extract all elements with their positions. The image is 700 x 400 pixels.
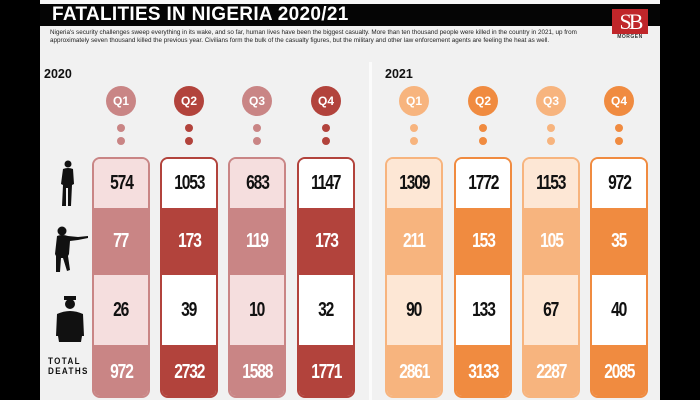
police-value: 133 [456, 275, 510, 345]
quarter-badge-2020-q3: Q3 [242, 86, 272, 116]
military-value: 119 [230, 208, 284, 275]
column-2021-q4: 972 35 40 2085 [590, 157, 648, 398]
year-label-2021: 2021 [385, 67, 413, 81]
soldier-icon [55, 226, 88, 272]
column-2020-q2: 1053 173 39 2732 [160, 157, 218, 398]
total-value: 2732 [162, 345, 216, 396]
year-label-2020: 2020 [44, 67, 72, 81]
total-label-line2: DEATHS [48, 366, 89, 377]
police-officer-icon [56, 296, 84, 342]
military-value: 105 [524, 208, 578, 275]
quarter-badge-2021-q2: Q2 [468, 86, 498, 116]
connector-dot [322, 124, 330, 132]
sb-morgen-logo: SB [612, 9, 648, 34]
connector-dot [410, 137, 418, 145]
military-value: 153 [456, 208, 510, 275]
connector-dot [117, 124, 125, 132]
quarter-badge-2020-q1: Q1 [106, 86, 136, 116]
total-value: 2085 [592, 345, 646, 396]
military-value: 173 [299, 208, 353, 275]
connector-dot [185, 137, 193, 145]
column-2021-q1: 1309 211 90 2861 [385, 157, 443, 398]
police-value: 40 [592, 275, 646, 345]
military-value: 173 [162, 208, 216, 275]
total-value: 1588 [230, 345, 284, 396]
logo-subtext: MORGEN [617, 34, 643, 40]
civilians-value: 972 [592, 159, 646, 208]
connector-dot [615, 124, 623, 132]
top-strip [40, 0, 660, 4]
connector-dot [253, 137, 261, 145]
police-value: 67 [524, 275, 578, 345]
quarter-badge-2021-q4: Q4 [604, 86, 634, 116]
quarter-badge-2020-q2: Q2 [174, 86, 204, 116]
connector-dot [185, 124, 193, 132]
military-value: 77 [94, 208, 148, 275]
quarter-badge-2021-q3: Q3 [536, 86, 566, 116]
connector-dot [547, 124, 555, 132]
military-value: 35 [592, 208, 646, 275]
quarter-badge-2021-q1: Q1 [399, 86, 429, 116]
intro-paragraph: Nigeria's security challenges sweep ever… [50, 29, 577, 44]
connector-dot [322, 137, 330, 145]
page-title: FATALITIES IN NIGERIA 2020/21 [52, 4, 349, 25]
connector-dot [117, 137, 125, 145]
total-value: 3133 [456, 345, 510, 396]
police-value: 10 [230, 275, 284, 345]
total-value: 2861 [387, 345, 441, 396]
civilian-icon [61, 160, 74, 206]
infographic: FATALITIES IN NIGERIA 2020/21 SB MORGEN … [40, 0, 660, 400]
year-divider [369, 62, 372, 400]
connector-dot [479, 124, 487, 132]
total-value: 1771 [299, 345, 353, 396]
column-2021-q2: 1772 153 133 3133 [454, 157, 512, 398]
total-deaths-label: TOTAL DEATHS [48, 357, 89, 377]
title-bar: FATALITIES IN NIGERIA 2020/21 [40, 4, 660, 26]
police-value: 90 [387, 275, 441, 345]
civilians-value: 1772 [456, 159, 510, 208]
column-2021-q3: 1153 105 67 2287 [522, 157, 580, 398]
civilians-value: 1147 [299, 159, 353, 208]
total-value: 972 [94, 345, 148, 396]
column-2020-q1: 574 77 26 972 [92, 157, 150, 398]
connector-dot [479, 137, 487, 145]
connector-dot [410, 124, 418, 132]
column-2020-q3: 683 119 10 1588 [228, 157, 286, 398]
civilians-value: 574 [94, 159, 148, 208]
connector-dot [547, 137, 555, 145]
total-label-line1: TOTAL [48, 356, 81, 367]
police-value: 26 [94, 275, 148, 345]
police-value: 39 [162, 275, 216, 345]
connector-dot [615, 137, 623, 145]
total-value: 2287 [524, 345, 578, 396]
police-value: 32 [299, 275, 353, 345]
military-value: 211 [387, 208, 441, 275]
connector-dot [253, 124, 261, 132]
civilians-value: 1053 [162, 159, 216, 208]
civilians-value: 683 [230, 159, 284, 208]
civilians-value: 1153 [524, 159, 578, 208]
column-2020-q4: 1147 173 32 1771 [297, 157, 355, 398]
quarter-badge-2020-q4: Q4 [311, 86, 341, 116]
civilians-value: 1309 [387, 159, 441, 208]
